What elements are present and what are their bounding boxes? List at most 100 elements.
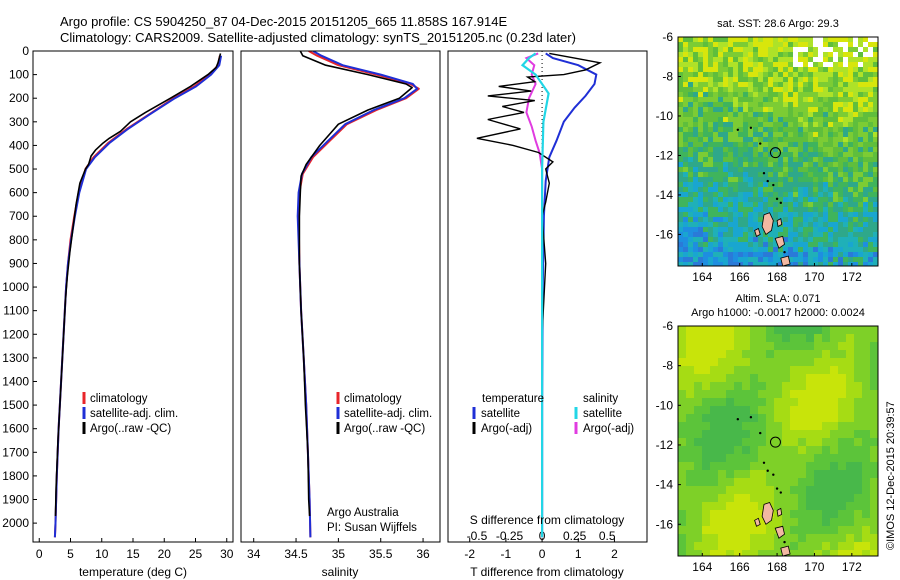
sla-cell <box>702 358 711 367</box>
sst-cell <box>798 262 804 266</box>
sst-cell <box>763 147 769 153</box>
sst-cell <box>838 42 844 48</box>
sst-cell <box>773 47 779 53</box>
sst-cell <box>728 77 734 83</box>
sst-cell <box>808 97 814 103</box>
sst-cell <box>818 157 824 163</box>
sst-cell <box>708 207 714 213</box>
sla-cell <box>870 342 878 351</box>
sst-cell <box>733 112 739 118</box>
sla-cell <box>686 398 695 407</box>
sst-cell <box>868 102 874 108</box>
sst-cell <box>828 187 834 193</box>
sla-cell <box>750 534 759 543</box>
sla-cell <box>774 358 783 367</box>
sla-cell <box>742 366 751 375</box>
sla-cell <box>710 454 719 463</box>
sst-cell <box>783 137 789 143</box>
sla-cell <box>750 542 759 551</box>
sst-cell <box>728 192 734 198</box>
legend-t-satellite-label: satellite <box>481 408 520 420</box>
sst-cell <box>738 242 744 248</box>
sst-cell <box>748 42 754 48</box>
sla-cell <box>846 430 855 439</box>
sla-cell <box>726 510 735 519</box>
sla-cell <box>814 518 823 527</box>
sst-cell <box>858 107 864 113</box>
sst-cell <box>738 197 744 203</box>
sst-cell <box>693 42 699 48</box>
sst-cell <box>843 117 849 123</box>
islet-dot <box>759 431 762 435</box>
sst-cell <box>788 247 794 253</box>
sst-cell <box>693 67 699 73</box>
depth-tick-label: 100 <box>9 68 29 82</box>
sla-cell <box>814 342 823 351</box>
sst-cell <box>748 172 754 178</box>
sst-cell <box>858 247 864 253</box>
sst-cell <box>868 192 874 198</box>
sst-cell <box>678 157 684 163</box>
sla-cell <box>694 446 703 455</box>
sst-cell <box>763 62 769 68</box>
sla-cell <box>718 342 727 351</box>
sst-cell <box>783 47 789 53</box>
sst-cell <box>773 62 779 68</box>
sst-cell <box>773 207 779 213</box>
sst-cell <box>773 162 779 168</box>
sst-cell <box>833 232 839 238</box>
sst-cell <box>748 187 754 193</box>
sst-cell <box>853 52 859 58</box>
sla-cell <box>870 326 878 335</box>
sst-cell <box>753 207 759 213</box>
sst-cell <box>683 97 689 103</box>
sst-cell <box>678 177 684 183</box>
islet-dot <box>762 172 766 175</box>
depth-tick-label: 900 <box>9 256 29 270</box>
sst-cell <box>693 167 699 173</box>
sst-cell <box>778 162 784 168</box>
sst-cell <box>718 227 724 233</box>
sla-cell <box>694 398 703 407</box>
sst-cell <box>828 192 834 198</box>
sst-cell <box>758 217 764 223</box>
sla-cell <box>830 494 839 503</box>
sla-cell <box>734 478 743 487</box>
sla-cell <box>862 462 871 471</box>
sst-cell <box>783 232 789 238</box>
sst-cell <box>838 202 844 208</box>
sst-cell <box>748 212 754 218</box>
sla-cell <box>710 334 719 343</box>
sst-cell <box>728 152 734 158</box>
sst-cell <box>823 87 829 93</box>
legend-s-satellite-label: satellite <box>583 408 622 420</box>
sla-cell <box>742 470 751 479</box>
sst-cell <box>713 177 719 183</box>
sst-cell <box>828 37 834 43</box>
sla-cell <box>822 366 831 375</box>
sst-cell <box>798 97 804 103</box>
sst-cell <box>838 147 844 153</box>
sst-cell <box>713 142 719 148</box>
sst-cell <box>823 42 829 48</box>
sst-cell <box>713 122 719 128</box>
sst-cell <box>698 137 704 143</box>
sst-cell <box>868 197 874 203</box>
sst-cell <box>708 42 714 48</box>
sst-cell <box>853 172 859 178</box>
sst-cell <box>803 257 809 263</box>
sst-cell <box>828 107 834 113</box>
sla-cell <box>830 350 839 359</box>
sst-cell <box>708 72 714 78</box>
sst-cell <box>858 117 864 123</box>
sla-cell <box>774 446 783 455</box>
sla-cell <box>734 430 743 439</box>
sla-cell <box>758 414 767 423</box>
sst-cell <box>818 147 824 153</box>
sst-cell <box>788 252 794 258</box>
sst-cell <box>693 237 699 243</box>
sst-cell <box>783 77 789 83</box>
island-shape <box>780 255 791 266</box>
sst-cell <box>798 257 804 263</box>
sst-cell <box>853 92 859 98</box>
